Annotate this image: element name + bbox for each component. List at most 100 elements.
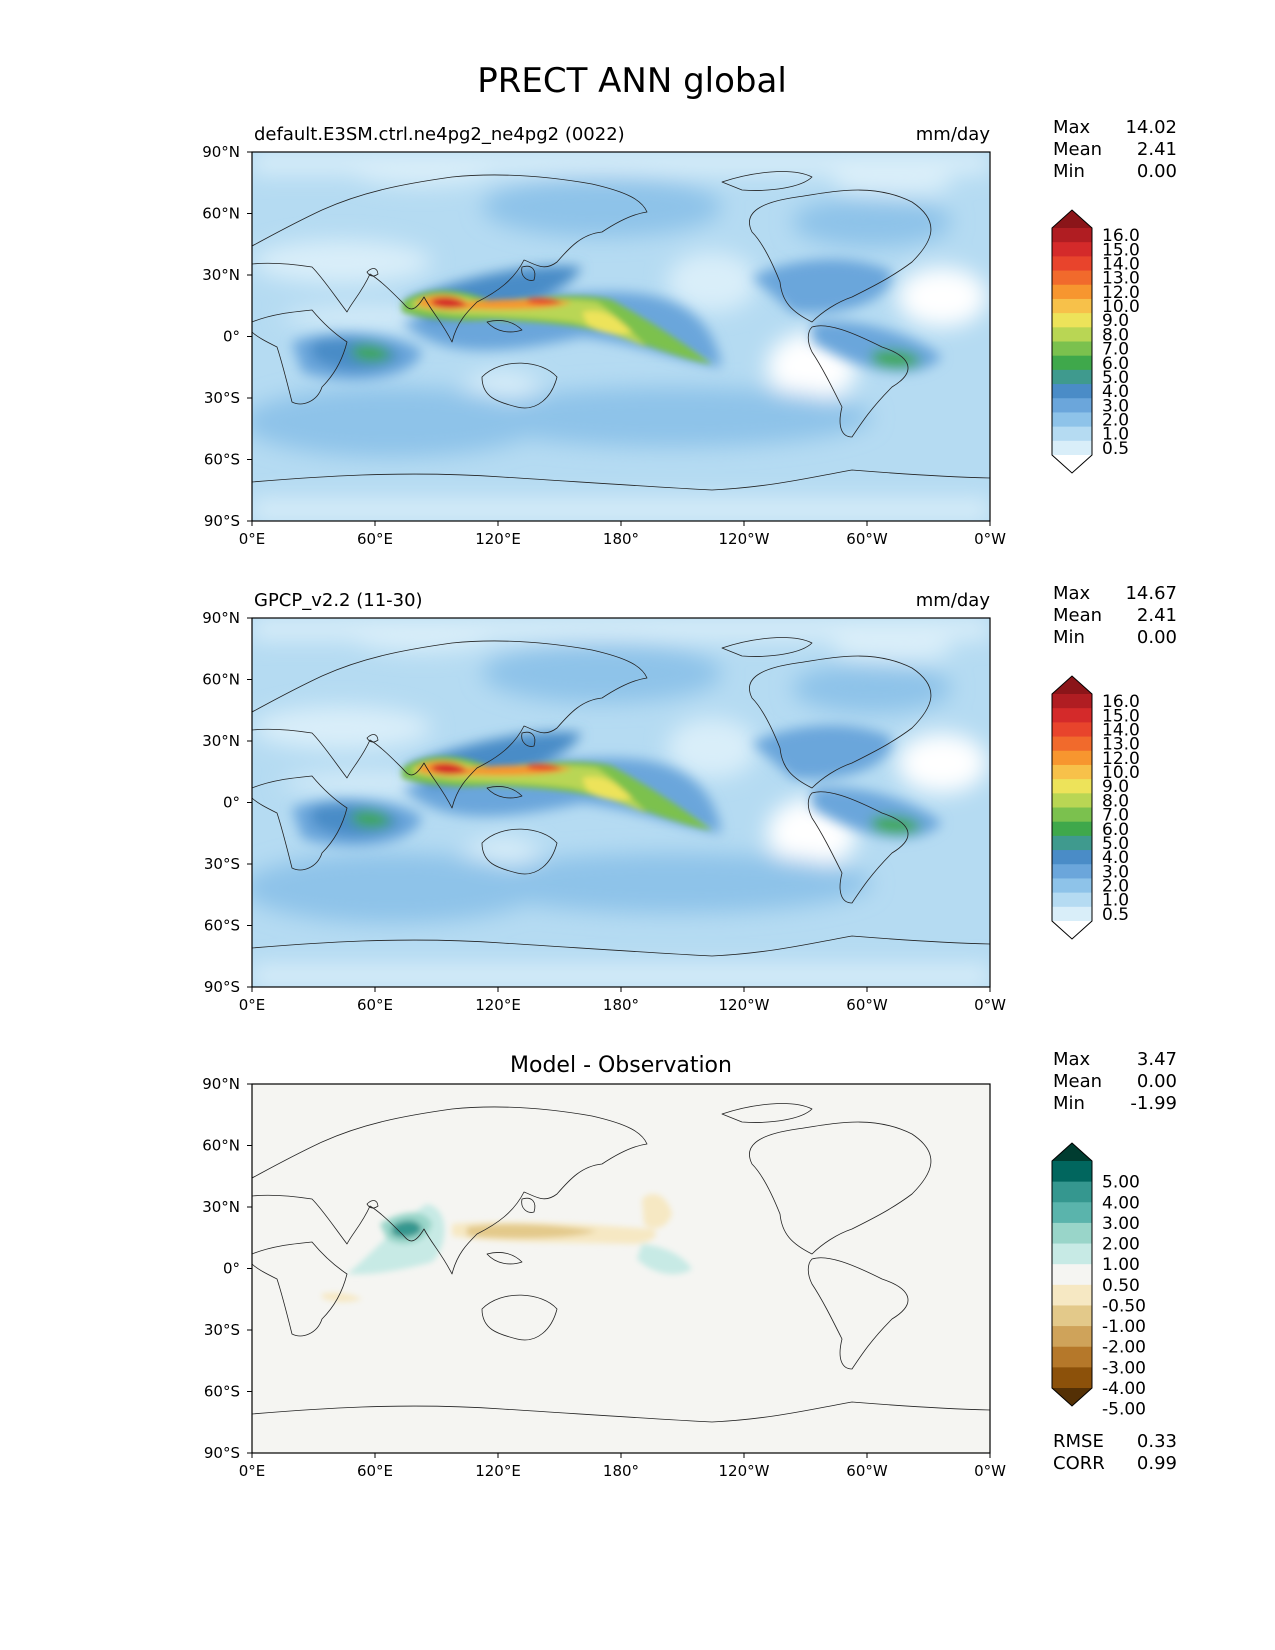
colorbar-tick-label: -5.00: [1102, 1400, 1146, 1420]
colorbar-band: [1052, 906, 1092, 922]
colorbar-band: [1052, 298, 1092, 314]
colorbar-tick-label: 2.00: [1102, 1235, 1140, 1255]
colorbar-band: [1052, 694, 1092, 709]
colorbar-tick-label: 13.0: [1102, 269, 1140, 289]
colorbar-tick-label: 5.0: [1102, 834, 1129, 854]
colorbar-tick-label: 3.00: [1102, 1214, 1140, 1234]
lat-tick-label: 0°: [223, 794, 240, 812]
colorbar-band: [1052, 793, 1092, 808]
lat-tick-label: 30°N: [202, 732, 240, 750]
lat-tick-label: 90°N: [202, 143, 240, 161]
colorbar-tick-label: 15.0: [1102, 706, 1140, 726]
stat-value: 0.00: [1137, 1071, 1177, 1092]
lat-tick-label: 60°N: [202, 205, 240, 223]
colorbar-band: [1052, 864, 1092, 879]
colorbar-tick-label: 4.00: [1102, 1193, 1140, 1213]
colorbar-band: [1052, 1181, 1092, 1203]
stat-value: 0.00: [1137, 161, 1177, 182]
colorbar-band: [1052, 1326, 1092, 1348]
colorbar-band: [1052, 426, 1092, 442]
stat-value: 14.02: [1125, 117, 1177, 138]
stat-label: Mean: [1053, 139, 1102, 160]
lon-tick-labels: 0°E 60°E 120°E 180° 120°W 60°W 0°W: [239, 996, 1006, 1014]
colorbar-tick-label: 3.0: [1102, 396, 1129, 416]
colorbar-band: [1052, 242, 1092, 257]
colorbar-band: [1052, 369, 1092, 385]
lon-tick-label: 120°W: [719, 1462, 770, 1480]
colorbar-band: [1052, 892, 1092, 908]
colorbar-extend-top: [1052, 1143, 1092, 1161]
colorbar-tick-label: 9.0: [1102, 311, 1129, 331]
map-obs: [252, 618, 990, 987]
colorbar-model: 16.015.014.013.012.010.09.08.07.06.05.04…: [1051, 209, 1140, 474]
colorbar-band: [1052, 736, 1092, 752]
lon-tick-label: 0°E: [239, 996, 266, 1014]
stat-value: 2.41: [1137, 605, 1177, 626]
lat-tick-label: 60°S: [204, 451, 240, 469]
colorbar-band: [1052, 1222, 1092, 1245]
panel-units: mm/day: [916, 590, 991, 611]
stat-value: 0.99: [1137, 1453, 1177, 1474]
lat-tick-label: 30°S: [204, 1321, 240, 1339]
colorbar-tick-label: 7.0: [1102, 340, 1129, 360]
figure-title: PRECT ANN global: [477, 61, 787, 101]
stat-label: Mean: [1053, 1071, 1102, 1092]
lon-tick-label: 180°: [603, 996, 639, 1014]
panel-center-title: Model - Observation: [510, 1053, 732, 1078]
colorbar-extend-bottom: [1052, 1388, 1092, 1406]
colorbar-tick-label: 2.0: [1102, 411, 1129, 431]
colorbar-band: [1052, 779, 1092, 794]
panel-model: default.E3SM.ctrl.ne4pg2_ne4pg2 (0022) m…: [202, 124, 1006, 548]
colorbar-obs: 16.015.014.013.012.010.09.08.07.06.05.04…: [1051, 675, 1140, 940]
colorbar-tick-label: 3.0: [1102, 862, 1129, 882]
colorbar-tick-label: 13.0: [1102, 735, 1140, 755]
colorbar-band: [1052, 327, 1092, 342]
colorbar-band: [1052, 1243, 1092, 1265]
colorbar-tick-label: 10.0: [1102, 763, 1140, 783]
stats-obs: Max 14.67 Mean 2.41 Min 0.00: [1053, 583, 1177, 648]
lat-tick-labels: 90°N 60°N 30°N 0° 30°S 60°S 90°S: [202, 1075, 240, 1462]
stat-label: Max: [1053, 117, 1091, 138]
map-diff: [252, 1084, 990, 1453]
colorbar-band: [1052, 1346, 1092, 1368]
colorbar-outline: [1051, 675, 1093, 940]
lat-tick-label: 30°S: [204, 389, 240, 407]
map-model: [252, 152, 990, 521]
colorbar-band: [1052, 1305, 1092, 1327]
lon-tick-label: 0°W: [974, 996, 1006, 1014]
lon-tick-labels: 0°E 60°E 120°E 180° 120°W 60°W 0°W: [239, 530, 1006, 548]
stat-label: Min: [1053, 627, 1085, 648]
colorbar-band: [1052, 878, 1092, 894]
colorbar-band: [1052, 708, 1092, 723]
lon-tick-label: 120°E: [475, 996, 521, 1014]
colorbar-band: [1052, 750, 1092, 766]
colorbar-tick-label: 7.0: [1102, 806, 1129, 826]
colorbar-band: [1052, 355, 1092, 371]
stat-label: Min: [1053, 161, 1085, 182]
lat-tick-label: 90°N: [202, 609, 240, 627]
stat-value: 3.47: [1137, 1049, 1177, 1070]
stat-label: Max: [1053, 1049, 1091, 1070]
lon-tick-label: 120°W: [719, 996, 770, 1014]
colorbar-band: [1052, 284, 1092, 300]
colorbar-tick-label: 5.0: [1102, 368, 1129, 388]
colorbar-tick-label: 0.5: [1102, 905, 1129, 925]
colorbar-band: [1052, 256, 1092, 272]
colorbar-tick-label: 8.0: [1102, 791, 1129, 811]
colorbar-band: [1052, 440, 1092, 456]
lon-tick-label: 180°: [603, 530, 639, 548]
colorbar-tick-label: 9.0: [1102, 777, 1129, 797]
lon-tick-label: 60°E: [357, 530, 393, 548]
lon-tick-label: 60°E: [357, 996, 393, 1014]
colorbar-tick-label: 10.0: [1102, 297, 1140, 317]
stat-value: 0.00: [1137, 627, 1177, 648]
colorbar-band: [1052, 850, 1092, 865]
lon-tick-label: 60°W: [846, 530, 888, 548]
stats-diff: Max 3.47 Mean 0.00 Min -1.99: [1053, 1049, 1177, 1114]
stat-label: Max: [1053, 583, 1091, 604]
colorbar-tick-label: 14.0: [1102, 254, 1140, 274]
stat-value: 0.33: [1137, 1431, 1177, 1452]
colorbar-band: [1052, 722, 1092, 738]
colorbar-extend-top: [1052, 210, 1092, 228]
lat-tick-label: 60°N: [202, 671, 240, 689]
